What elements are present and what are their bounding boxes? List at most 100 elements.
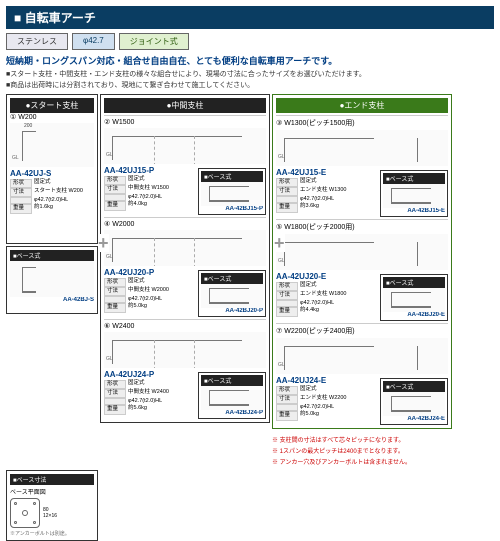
spec-weight-label: 重量	[276, 203, 298, 212]
base-header: ■ベース式	[201, 273, 263, 284]
base-header: ■ベース式	[201, 171, 263, 182]
footnote-3: ※ アンカー穴及びアンカーボルトは含まれません。	[272, 457, 452, 466]
spec-weight: 約5.0kg	[126, 303, 149, 312]
spec-weight-label: 重量	[104, 405, 126, 414]
start-header: ●スタート支柱	[10, 98, 94, 113]
product-item: ⑥ W2400 GL ■ベース式 AA-42BJ24-P AA-42UJ24-P…	[104, 319, 266, 419]
spec-body: 中間支柱 W2400	[126, 389, 171, 398]
product-item: ③ W1300(ピッチ1500用) GL ■ベース式 AA-42BJ15-E A…	[276, 115, 448, 217]
spec-body: エンド支柱 W2200	[298, 395, 348, 404]
base-diagram	[383, 184, 445, 208]
spec-weight: 約4.0kg	[126, 201, 149, 210]
base-header: ■ベース式	[10, 250, 94, 261]
spec-shape-val: 固定式	[126, 278, 147, 287]
bullet-2: ■商品は出荷時には分割されており、現地にて繋ぎ合わせて施工してください。	[6, 80, 494, 90]
base-diagram	[201, 386, 263, 410]
model-code: AA-42UJ-S	[10, 169, 94, 178]
base-plate-icon	[10, 498, 40, 528]
end-column: ●エンド支柱 ③ W1300(ピッチ1500用) GL ■ベース式 AA-42B…	[272, 94, 452, 466]
product-item: ④ W2000 GL ■ベース式 AA-42BJ20-P AA-42UJ20-P…	[104, 217, 266, 317]
gl-label: GL	[106, 254, 113, 260]
base-model: AA-42BJ20-E	[383, 312, 445, 318]
footnote-1: ※ 支柱間の寸法はすべて芯々ピッチになります。	[272, 435, 452, 444]
spec-shape-val: 固定式	[298, 386, 319, 395]
spec-shape-val: 固定式	[32, 179, 53, 188]
base-diagram	[201, 284, 263, 308]
tag-material: ステンレス	[6, 33, 68, 50]
spec-shape-label: 形状	[276, 282, 298, 291]
page-title: ■ 自転車アーチ	[6, 6, 494, 29]
spec-weight: 約5.6kg	[126, 405, 149, 414]
item-head: ⑦ W2200(ピッチ2400用)	[276, 326, 448, 336]
spec-body: エンド支柱 W1300	[298, 187, 348, 196]
promo-text: 短納期・ロングスパン対応・組合せ自由自在、とても便利な自転車用アーチです。	[6, 54, 494, 67]
item-diagram: GL	[104, 230, 266, 266]
spec-size-label: 寸法	[104, 185, 126, 194]
start-box: ●スタート支柱 ① W200 GL 200 AA-42UJ-S 形状固定式 寸法…	[6, 94, 98, 244]
start-column: ●スタート支柱 ① W200 GL 200 AA-42UJ-S 形状固定式 寸法…	[6, 94, 98, 314]
spec-size-label: 寸法	[276, 291, 298, 300]
item-head: ④ W2000	[104, 220, 266, 228]
spec-shape-label: 形状	[276, 178, 298, 187]
base-dim-note: ※アンカーボルトは別途。	[10, 530, 94, 537]
item-head: ② W1500	[104, 118, 266, 126]
item-base-block: ■ベース式 AA-42BJ15-E	[380, 170, 448, 217]
mid-box: ●中間支柱 ② W1500 GL ■ベース式 AA-42BJ15-P AA-42…	[100, 94, 270, 423]
tag-diameter: φ42.7	[72, 33, 115, 50]
spec-shape-label: 形状	[104, 176, 126, 185]
item-head: ③ W1300(ピッチ1500用)	[276, 118, 448, 128]
item-diagram: GL	[104, 128, 266, 164]
spec-size-label: 寸法	[104, 389, 126, 398]
base-dim-sub: ベース平面図	[10, 487, 94, 496]
mid-header: ●中間支柱	[104, 98, 266, 113]
tag-joint: ジョイント式	[119, 33, 189, 50]
spec-weight-label: 重量	[276, 411, 298, 420]
gl-label: GL	[278, 362, 285, 368]
gl-label: GL	[12, 155, 19, 161]
plus-icon: +	[98, 234, 109, 252]
item-base-block: ■ベース式 AA-42BJ15-P	[198, 168, 266, 215]
base-dim-box: ■ベース寸法 ベース平面図 80 12×16 ※アンカーボルトは別途。	[6, 470, 98, 541]
end-header: ●エンド支柱	[276, 98, 448, 113]
spec-body: スタート支柱 W200	[32, 188, 85, 197]
spec-weight-label: 重量	[104, 201, 126, 210]
product-item: ② W1500 GL ■ベース式 AA-42BJ15-P AA-42UJ15-P…	[104, 115, 266, 215]
item-diagram: GL	[276, 234, 448, 270]
base-header: ■ベース式	[201, 375, 263, 386]
item-diagram: GL	[276, 338, 448, 374]
item-base-block: ■ベース式 AA-42BJ20-P	[198, 270, 266, 317]
gl-label: GL	[278, 154, 285, 160]
base-model: AA-42BJ24-E	[383, 416, 445, 422]
item-base-block: ■ベース式 AA-42BJ24-E	[380, 378, 448, 425]
product-item: ⑤ W1800(ピッチ2000用) GL ■ベース式 AA-42BJ20-E A…	[276, 219, 448, 321]
gl-label: GL	[106, 356, 113, 362]
spec-shape-label: 形状	[10, 179, 32, 188]
spec-shape-val: 固定式	[298, 178, 319, 187]
spec-weight-label: 重量	[104, 303, 126, 312]
base-model: AA-42BJ15-P	[201, 206, 263, 212]
base-header: ■ベース式	[383, 381, 445, 392]
base-diagram	[383, 288, 445, 312]
spec-size-label: 寸法	[276, 187, 298, 196]
spec-weight: 約5.0kg	[298, 411, 321, 420]
spec-size-label: 寸法	[104, 287, 126, 296]
tag-row: ステンレス φ42.7 ジョイント式	[6, 33, 494, 50]
spec-shape-label: 形状	[104, 278, 126, 287]
spec-shape-label: 形状	[276, 386, 298, 395]
main-layout: + + ●スタート支柱 ① W200 GL 200 AA-42UJ-S 形状固定…	[6, 94, 494, 466]
base-header: ■ベース式	[383, 173, 445, 184]
base-dim-title: ■ベース寸法	[10, 474, 94, 485]
item-head: ⑤ W1800(ピッチ2000用)	[276, 222, 448, 232]
spec-shape-val: 固定式	[126, 176, 147, 185]
spec-weight: 約1.6kg	[32, 204, 55, 213]
bullet-1: ■スタート支柱・中間支柱・エンド支柱の様々な組合せにより、現場の寸法に合ったサイ…	[6, 69, 494, 79]
spec-weight: 約4.4kg	[298, 307, 321, 316]
gl-label: GL	[278, 258, 285, 264]
product-item: ⑦ W2200(ピッチ2400用) GL ■ベース式 AA-42BJ24-E A…	[276, 323, 448, 425]
base-dim-d2: 12×16	[43, 513, 57, 519]
base-model: AA-42BJ-S	[10, 297, 94, 303]
base-header: ■ベース式	[383, 277, 445, 288]
gl-label: GL	[106, 152, 113, 158]
spec-weight-label: 重量	[276, 307, 298, 316]
spec-size-label: 寸法	[276, 395, 298, 404]
